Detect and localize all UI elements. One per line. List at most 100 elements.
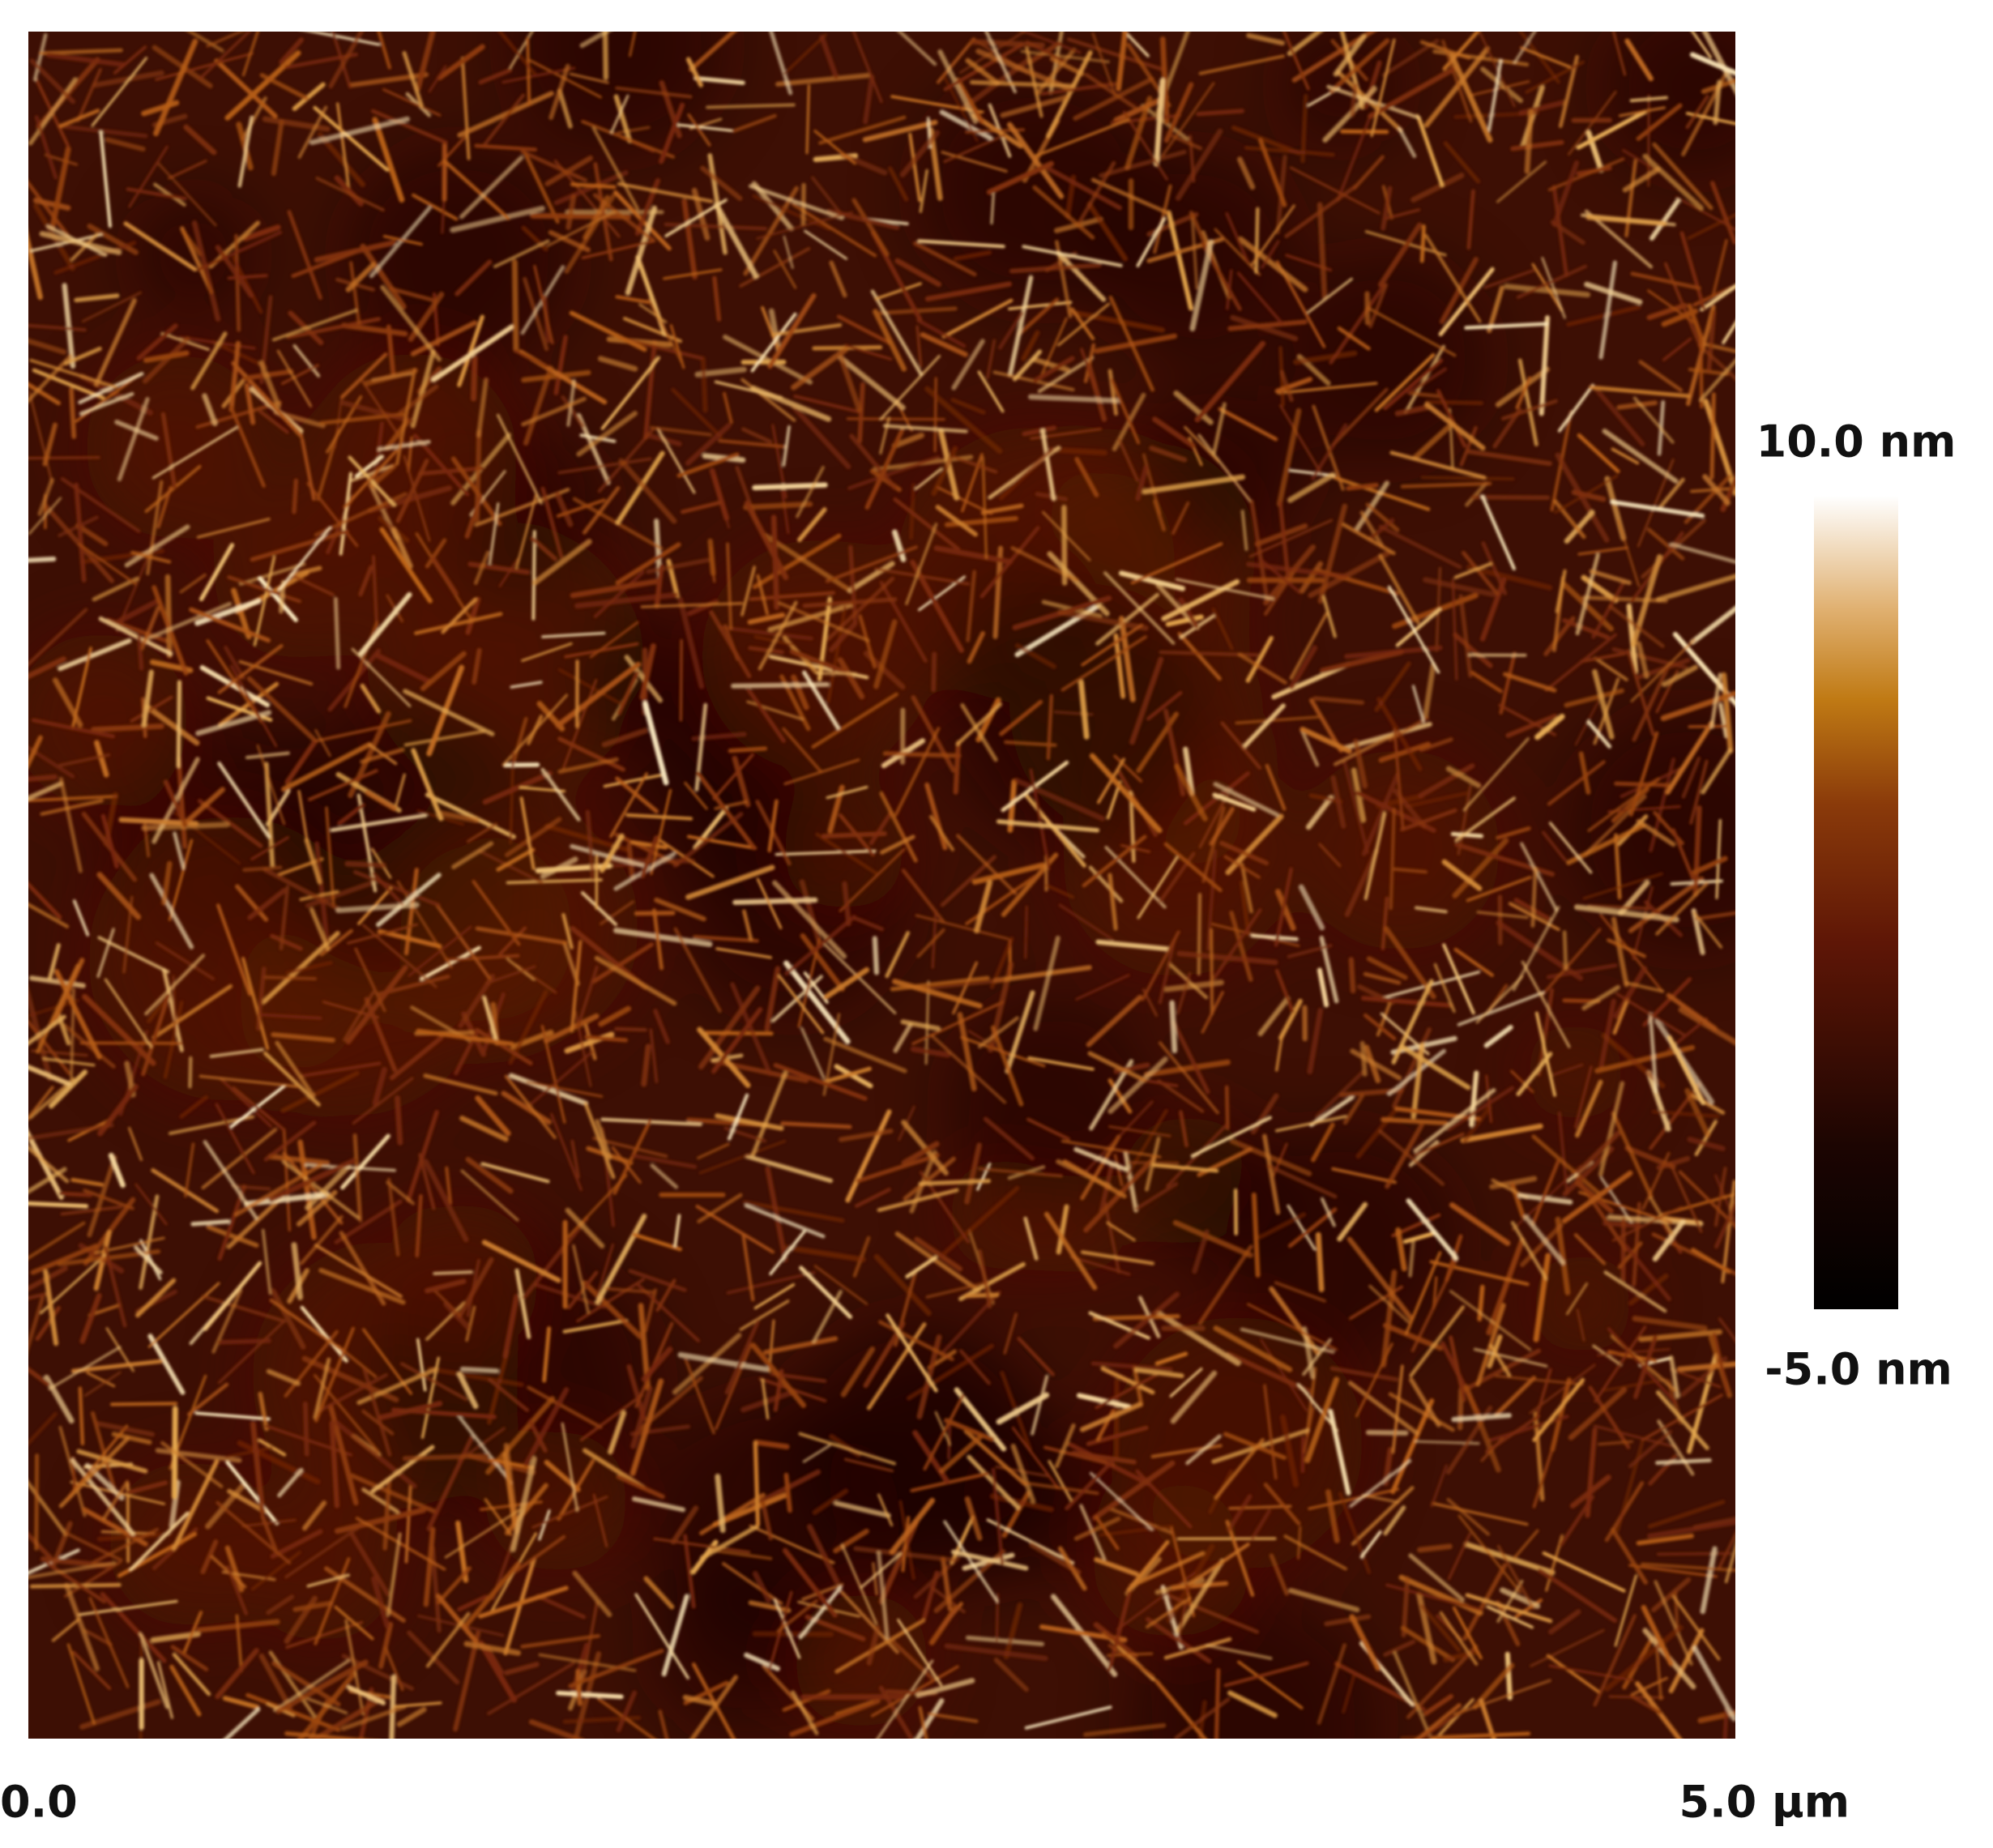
fibril xyxy=(615,450,665,526)
fibril xyxy=(1169,1000,1178,1054)
fibril xyxy=(1711,239,1728,297)
fibril xyxy=(1043,164,1122,211)
fibril xyxy=(1641,1562,1735,1573)
fibril xyxy=(1066,37,1166,72)
fibril xyxy=(1321,595,1337,638)
x-end-label: 5.0 µm xyxy=(1679,1777,1850,1828)
fibril xyxy=(1548,822,1593,874)
fibril xyxy=(141,669,154,728)
fibril xyxy=(1591,579,1626,639)
fibril xyxy=(203,1261,262,1331)
fibril xyxy=(521,225,548,252)
fibril xyxy=(31,718,115,739)
fibril xyxy=(1113,94,1169,123)
fibril xyxy=(1594,656,1628,681)
fibril xyxy=(777,974,825,1035)
fibril xyxy=(260,1514,278,1552)
fibril xyxy=(931,651,937,693)
fibril xyxy=(339,399,414,424)
fibril xyxy=(1287,1207,1338,1248)
fibril xyxy=(615,295,651,305)
fibril xyxy=(992,965,1092,984)
fibril xyxy=(863,75,875,125)
fibril xyxy=(1567,90,1617,156)
fibril xyxy=(1275,1035,1283,1072)
fibril xyxy=(715,1113,784,1131)
fibril xyxy=(1470,494,1551,501)
fibril xyxy=(215,245,254,298)
fibril xyxy=(1692,856,1728,876)
fibril xyxy=(1182,746,1195,796)
fibril xyxy=(339,1231,386,1306)
fibril xyxy=(1165,614,1204,627)
fibril xyxy=(732,113,777,133)
fibril xyxy=(292,1600,334,1612)
fibril xyxy=(640,602,744,608)
fibril xyxy=(136,323,178,361)
fibril xyxy=(352,1077,414,1125)
fibril xyxy=(466,1258,480,1317)
fibril xyxy=(885,931,911,979)
fibril xyxy=(540,486,564,560)
fibril xyxy=(1709,672,1722,729)
fibril xyxy=(1525,60,1585,94)
fibril xyxy=(1675,195,1735,231)
fibril xyxy=(879,416,890,455)
fibril xyxy=(536,1594,587,1620)
fibril xyxy=(156,1661,173,1719)
fibril xyxy=(1158,1041,1219,1115)
fibril xyxy=(1465,481,1488,507)
fibril xyxy=(1365,1429,1409,1436)
fibril xyxy=(1565,1282,1589,1316)
fibril xyxy=(476,377,489,438)
fibril xyxy=(915,1678,975,1698)
fibril xyxy=(340,352,388,399)
fibril xyxy=(141,993,171,1077)
fibril xyxy=(378,1621,394,1669)
fibril xyxy=(1118,570,1186,591)
fibril xyxy=(1214,1438,1265,1500)
fibril xyxy=(1133,1551,1206,1586)
fibril xyxy=(91,723,164,732)
fibril xyxy=(124,524,190,568)
fibril xyxy=(1383,358,1444,411)
fibril xyxy=(225,1460,279,1526)
fibril xyxy=(616,1690,638,1733)
fibril xyxy=(1577,433,1620,474)
fibril xyxy=(1463,1541,1556,1576)
fibril xyxy=(1630,271,1701,291)
fibril xyxy=(520,1633,600,1649)
fibril xyxy=(130,695,173,723)
fibril xyxy=(396,880,453,969)
fibril xyxy=(643,1576,675,1610)
fibril xyxy=(882,751,962,758)
fibril xyxy=(834,1700,874,1715)
fibril xyxy=(573,1651,602,1739)
fibril xyxy=(1452,838,1509,898)
fibril xyxy=(1494,1376,1537,1417)
fibril xyxy=(1480,494,1516,571)
fibril xyxy=(977,1016,1019,1049)
fibril xyxy=(1576,1130,1621,1175)
fibril xyxy=(306,1573,350,1588)
fibril xyxy=(28,1265,68,1292)
fibril xyxy=(1257,138,1287,207)
fibril xyxy=(379,527,433,604)
fibril xyxy=(29,975,86,988)
fibril xyxy=(996,819,1100,833)
fibril xyxy=(799,879,823,949)
fibril xyxy=(1622,148,1658,173)
fibril xyxy=(919,169,928,213)
fibril xyxy=(318,1372,388,1413)
fibril xyxy=(287,210,322,301)
fibril xyxy=(83,1628,113,1646)
fibril xyxy=(28,456,100,460)
fibril xyxy=(1504,1651,1513,1701)
fibril xyxy=(1245,635,1274,683)
fibril xyxy=(1095,1373,1158,1410)
fibril xyxy=(894,1231,981,1293)
fibril xyxy=(772,880,847,959)
fibril xyxy=(1116,1571,1197,1631)
fibril xyxy=(464,493,484,539)
